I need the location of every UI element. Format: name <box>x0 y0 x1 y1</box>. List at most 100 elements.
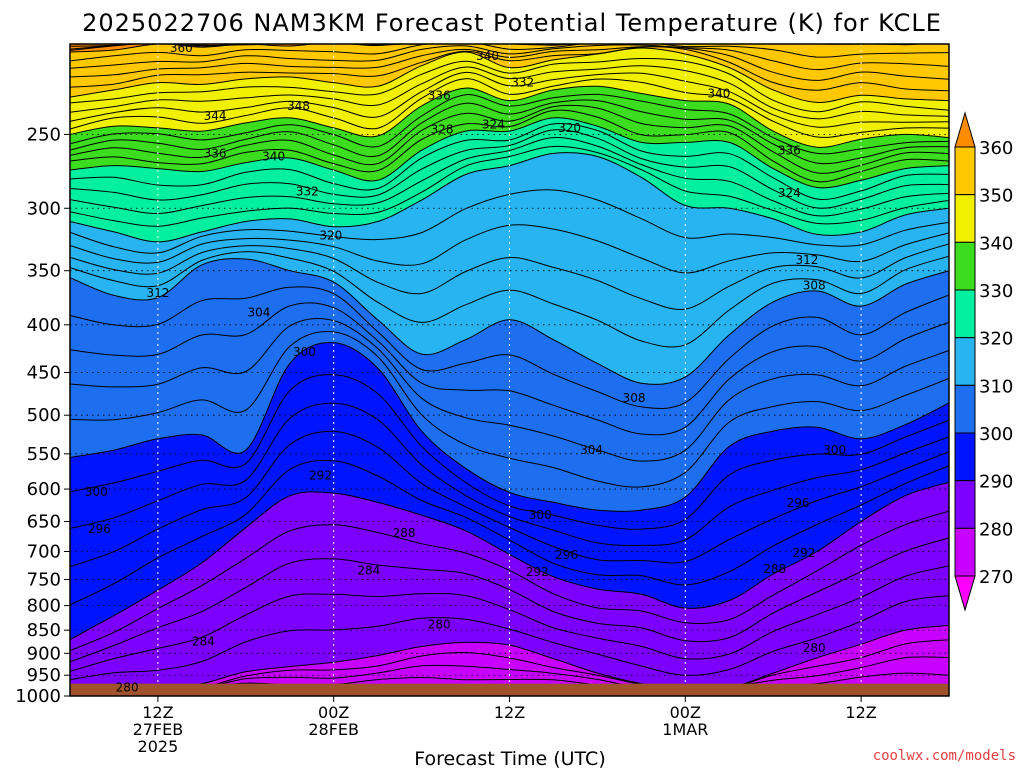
isentrope-line <box>70 595 949 681</box>
contour-label: 292 <box>526 565 549 579</box>
contour-label: 348 <box>287 99 310 113</box>
y-tick-label: 400 <box>27 315 61 336</box>
colorbar-label: 290 <box>979 472 1013 493</box>
colorbar-swatch <box>954 289 976 339</box>
isentrope-line <box>70 243 949 310</box>
y-tick-label: 500 <box>27 405 61 426</box>
contour-label: 336 <box>204 146 227 160</box>
colorbar-label: 280 <box>979 519 1013 540</box>
isentrope-line <box>70 117 949 189</box>
x-tick-label: 1MAR <box>662 720 708 739</box>
isentrope-line <box>70 402 949 547</box>
isentrope-line <box>70 57 949 113</box>
y-tick-label: 850 <box>27 620 61 641</box>
colorbar-max-triangle <box>954 111 976 148</box>
y-tick-label: 650 <box>27 511 61 532</box>
y-tick-label: 350 <box>27 261 61 282</box>
contour-label: 280 <box>116 680 139 694</box>
y-tick-label: 1000 <box>15 686 61 707</box>
contour-label: 280 <box>428 617 451 631</box>
below-ground-mask <box>70 683 949 696</box>
colorbar-swatch <box>954 432 976 482</box>
isentrope-line <box>70 85 949 148</box>
isentrope-line <box>70 145 949 227</box>
x-tick-label: 00Z <box>670 703 701 722</box>
contour-label: 296 <box>787 496 810 510</box>
contour-label: 308 <box>803 278 826 292</box>
contour-labels: 360 344 348 336 340 332 320 312 304 300 292 300 296 2… <box>85 41 846 694</box>
isentrope-line <box>70 459 949 606</box>
contour-label: 328 <box>431 123 454 137</box>
colorbar-label: 350 <box>979 186 1013 207</box>
x-tick-label: 12Z <box>845 703 876 722</box>
colorbar-label: 300 <box>979 424 1013 445</box>
contour-label: 340 <box>476 49 499 63</box>
isentrope-line <box>70 258 949 385</box>
x-axis-label: Forecast Time (UTC) <box>414 748 605 768</box>
isentrope-line <box>70 99 949 165</box>
contour-label: 340 <box>262 149 285 163</box>
y-tick-label: 450 <box>27 363 61 384</box>
x-tick-label: 12Z <box>142 703 173 722</box>
isentrope-line <box>70 510 949 652</box>
contour-label: 336 <box>778 143 801 157</box>
band-8 <box>70 625 949 696</box>
y-tick-label: 800 <box>27 596 61 617</box>
colorbar-swatch <box>954 384 976 434</box>
colorbar-swatch <box>954 527 976 577</box>
chart-title: 2025022706 NAM3KM Forecast Potential Tem… <box>82 9 942 37</box>
contour-label: 300 <box>85 485 108 499</box>
contour-label: 324 <box>482 118 505 132</box>
isentrope-line <box>70 342 949 512</box>
contour-label: 332 <box>511 76 534 90</box>
isentrope-line <box>70 137 949 217</box>
contour-label: 320 <box>319 229 342 243</box>
isentrope-line <box>70 78 949 138</box>
contour-label: 288 <box>763 562 786 576</box>
isentrope-line <box>70 109 949 183</box>
colorbar-label: 270 <box>979 567 1013 588</box>
colorbar-label: 310 <box>979 376 1013 397</box>
contour-label: 300 <box>529 508 552 522</box>
colorbar-swatch <box>954 194 976 243</box>
contour-label: 324 <box>778 186 801 200</box>
isentrope-line <box>70 537 949 663</box>
colorbar-swatch <box>954 241 976 291</box>
contour-label: 288 <box>393 526 416 540</box>
isentrope-line <box>70 104 949 174</box>
contour-label: 320 <box>558 121 581 135</box>
colorbar-label: 340 <box>979 233 1013 254</box>
colorbar-swatch <box>954 146 976 196</box>
isentrope-line <box>70 430 949 568</box>
contour-label: 340 <box>708 87 731 101</box>
isentrope-line <box>70 44 923 53</box>
x-tick-label: 00Z <box>318 703 349 722</box>
plot-area: 360 344 348 336 340 332 320 312 304 300 292 300 296 2… <box>70 41 949 696</box>
contour-label: 284 <box>357 564 380 578</box>
y-tick-label: 950 <box>27 665 61 686</box>
isentrope-line <box>70 65 949 120</box>
contour-label: 360 <box>170 41 193 55</box>
colorbar-min-triangle <box>954 575 976 612</box>
y-axis: 2503003504004505005506006507007508008509… <box>15 124 70 707</box>
isentrope-line <box>70 71 949 128</box>
isentrope-line <box>70 129 949 209</box>
isentrope-line <box>70 302 949 436</box>
contour-label: 344 <box>204 109 227 123</box>
x-tick-label: 2025 <box>138 737 179 756</box>
isentrope-line <box>70 46 949 92</box>
isentrope-line <box>70 44 883 51</box>
colorbar-legend: 360 350 340 330 320 310 300 290 280 270 <box>954 111 1013 612</box>
contour-label: 292 <box>309 468 332 482</box>
contour-label: 296 <box>88 522 111 536</box>
y-tick-label: 550 <box>27 444 61 465</box>
contour-label: 308 <box>623 391 646 405</box>
y-tick-label: 600 <box>27 479 61 500</box>
x-tick-label: 27FEB <box>133 720 184 739</box>
x-tick-label: 28FEB <box>308 720 359 739</box>
contour-label: 336 <box>428 88 451 102</box>
isentrope-line <box>70 317 949 462</box>
colorbar-label: 360 <box>979 138 1013 159</box>
